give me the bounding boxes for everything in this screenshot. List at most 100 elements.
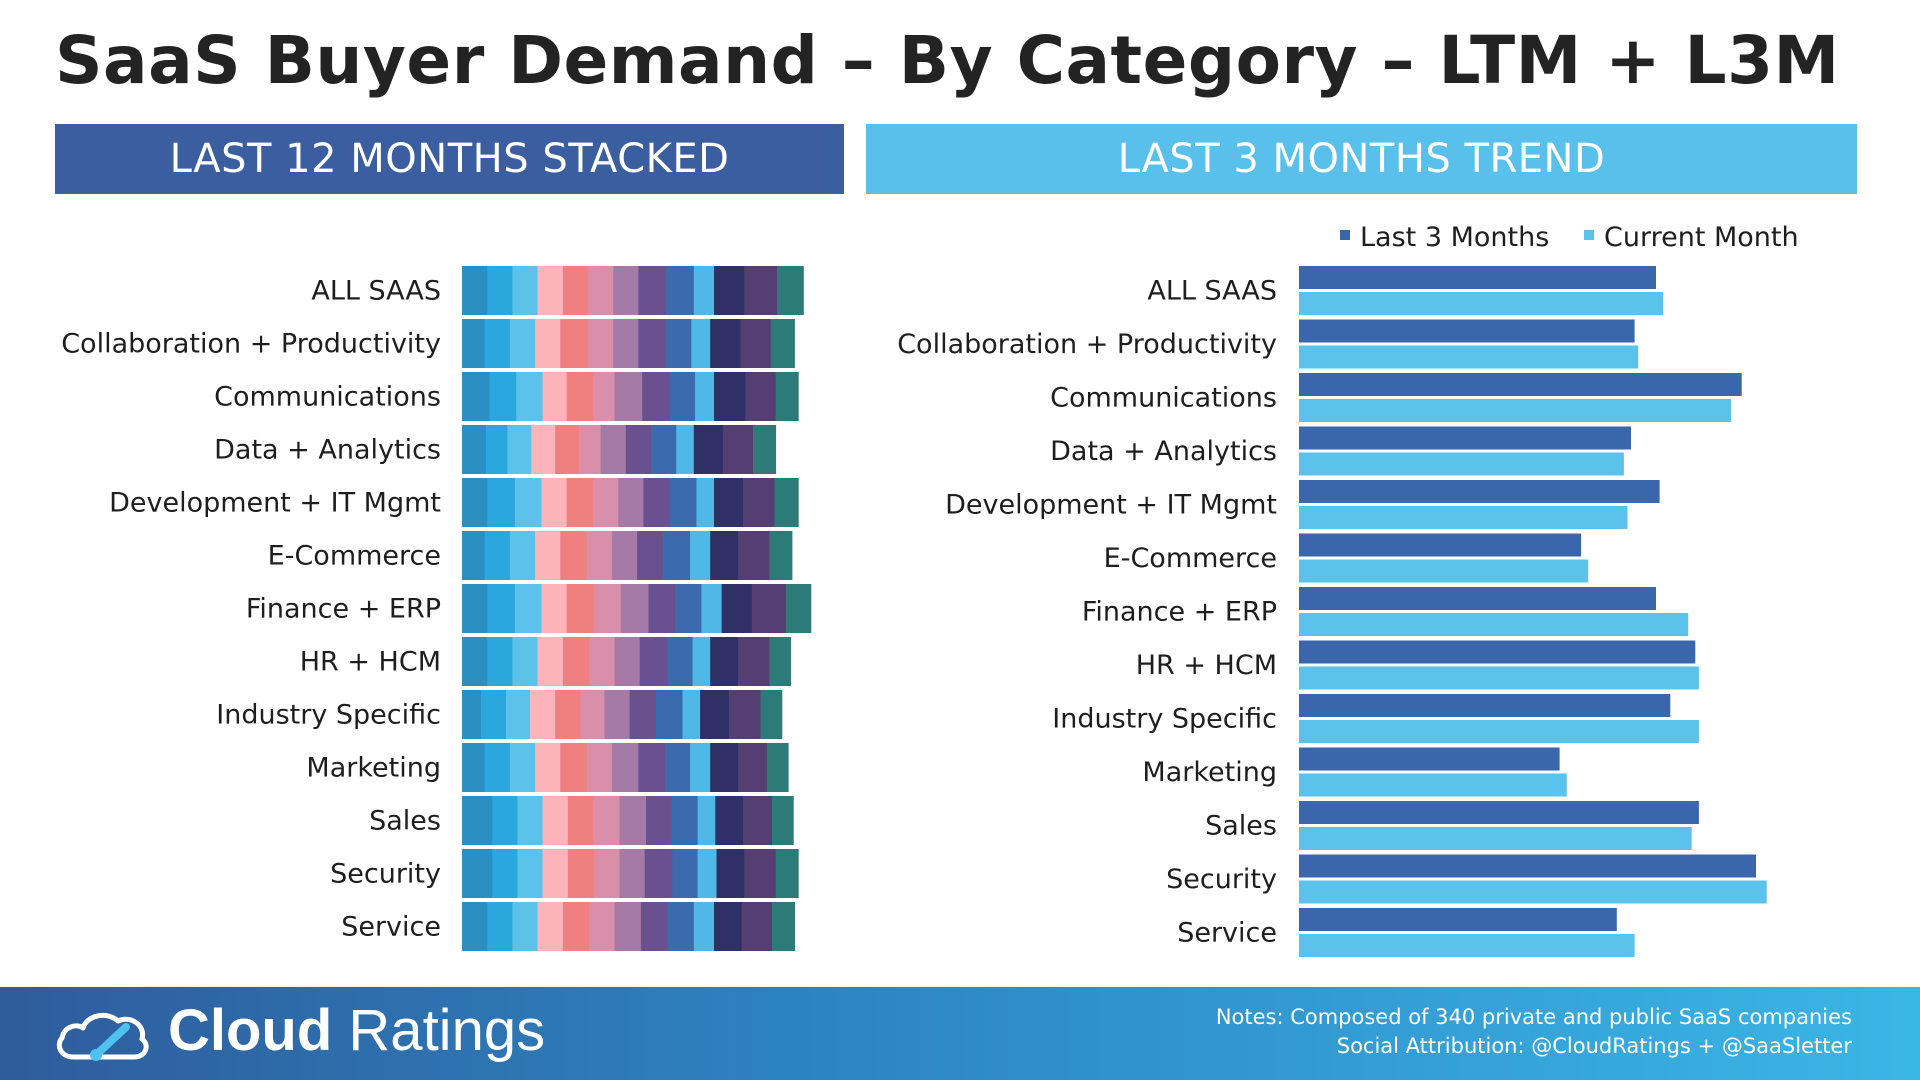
ltm-stack-segment (676, 425, 695, 474)
ltm-stack-segment (716, 849, 745, 898)
ltm-stack-segment (579, 425, 601, 474)
charts-canvas: ALL SAAS Collaboration + Productivity Comm… (61, 222, 1799, 957)
ltm-stack-segment (487, 478, 516, 527)
ltm-stack-segment (492, 849, 518, 898)
ltm-stack-segment (517, 796, 543, 845)
l3m-category-label: Security (1166, 864, 1277, 895)
ltm-stack-segment (714, 902, 742, 951)
l3m-bar (1299, 292, 1664, 315)
ltm-stack-segment (580, 690, 605, 739)
ltm-stack-segment (555, 690, 581, 739)
l3m-bar (1299, 666, 1699, 690)
ltm-stack-segment (562, 637, 590, 686)
ltm-stack-segment (566, 372, 594, 421)
ltm-stack-segment (770, 319, 795, 368)
ltm-category-label: Sales (369, 806, 441, 837)
ltm-stack-segment (487, 637, 513, 686)
ltm-category-label: ALL SAAS (311, 276, 441, 307)
ltm-stack-segment (462, 796, 493, 845)
ltm-stack-segment (507, 425, 532, 474)
ltm-stack-segment (745, 372, 776, 421)
ltm-stack-segment (744, 849, 776, 898)
l3m-banner: LAST 3 MONTHS TREND (866, 124, 1857, 194)
ltm-stack-segment (743, 796, 773, 845)
ltm-stack-segment (753, 425, 777, 474)
ltm-stack-segment (769, 637, 792, 686)
ltm-stack-segment (638, 266, 667, 315)
ltm-stack-segment (664, 743, 691, 792)
ltm-stack-segment (594, 849, 620, 898)
ltm-stack-segment (487, 266, 513, 315)
ltm-stack-segment (625, 425, 652, 474)
ltm-stack-segment (639, 637, 668, 686)
ltm-stack-segment (695, 372, 715, 421)
notes-line-1: Notes: Composed of 340 private and publi… (1215, 1005, 1852, 1029)
ltm-stack-segment (722, 425, 754, 474)
ltm-stack-segment (760, 690, 783, 739)
ltm-stack-segment (740, 319, 771, 368)
ltm-category-label: Communications (214, 382, 441, 413)
ltm-stack-segment (715, 796, 744, 845)
ltm-stack-segment (462, 584, 488, 633)
l3m-category-label: HR + HCM (1136, 650, 1277, 681)
ltm-stack-segment (594, 584, 622, 633)
l3m-bar (1299, 506, 1628, 529)
ltm-stack-segment (785, 584, 812, 633)
ltm-stack-segment (772, 902, 795, 951)
ltm-stack-segment (537, 266, 564, 315)
ltm-stack-segment (593, 796, 620, 845)
l3m-bar (1299, 694, 1671, 717)
ltm-category-label: Collaboration + Productivity (61, 329, 441, 360)
ltm-stack-segment (512, 266, 538, 315)
ltm-stack-segment (567, 796, 594, 845)
ltm-stack-segment (462, 637, 488, 686)
ltm-stack-segment (666, 266, 695, 315)
ltm-category-label: Service (341, 912, 441, 943)
ltm-stack-segment (560, 319, 589, 368)
ltm-stack-segment (517, 849, 543, 898)
l3m-bar (1299, 720, 1699, 743)
ltm-stack-segment (737, 743, 768, 792)
ltm-banner: LAST 12 MONTHS STACKED (55, 124, 844, 194)
ltm-stack-segment (638, 319, 667, 368)
ltm-stack-segment (487, 902, 513, 951)
ltm-stack-segment (589, 637, 615, 686)
ltm-stack-segment (692, 637, 711, 686)
ltm-stack-segment (487, 584, 516, 633)
ltm-stack-segment (566, 478, 594, 527)
l3m-bar (1299, 399, 1731, 422)
ltm-stack-segment (674, 584, 702, 633)
ltm-stack-segment (701, 584, 722, 633)
l3m-bar (1299, 533, 1582, 557)
notes-line-2: Social Attribution: @CloudRatings + @Saa… (1336, 1034, 1852, 1058)
ltm-stack-segment (697, 796, 716, 845)
ltm-stack-segment (537, 637, 564, 686)
l3m-bar (1299, 587, 1656, 610)
l3m-bar (1299, 319, 1635, 343)
ltm-stack-segment (614, 637, 640, 686)
ltm-stack-segment (484, 743, 511, 792)
ltm-stack-segment (637, 531, 664, 580)
l3m-category-label: Industry Specific (1052, 704, 1277, 735)
ltm-stack-segment (729, 690, 761, 739)
ltm-stack-segment (514, 478, 542, 527)
ltm-stack-segment (614, 902, 642, 951)
ltm-stack-segment (516, 372, 543, 421)
ltm-stack-segment (741, 902, 773, 951)
ltm-stack-segment (737, 637, 770, 686)
ltm-stack-segment (640, 902, 668, 951)
legend-label: Current Month (1604, 222, 1799, 253)
ltm-stack-segment (541, 584, 567, 633)
l3m-category-label: Marketing (1142, 757, 1277, 788)
ltm-stack-segment (480, 690, 507, 739)
ltm-stack-segment (462, 690, 482, 739)
ltm-stack-segment (646, 796, 672, 845)
ltm-stack-segment (462, 849, 493, 898)
ltm-stack-segment (667, 902, 695, 951)
ltm-stack-segment (651, 425, 677, 474)
ltm-stack-segment (691, 319, 711, 368)
ltm-category-label: HR + HCM (300, 647, 441, 678)
ltm-stack-segment (775, 849, 799, 898)
legend-swatch (1340, 230, 1350, 240)
l3m-bar (1299, 801, 1699, 824)
